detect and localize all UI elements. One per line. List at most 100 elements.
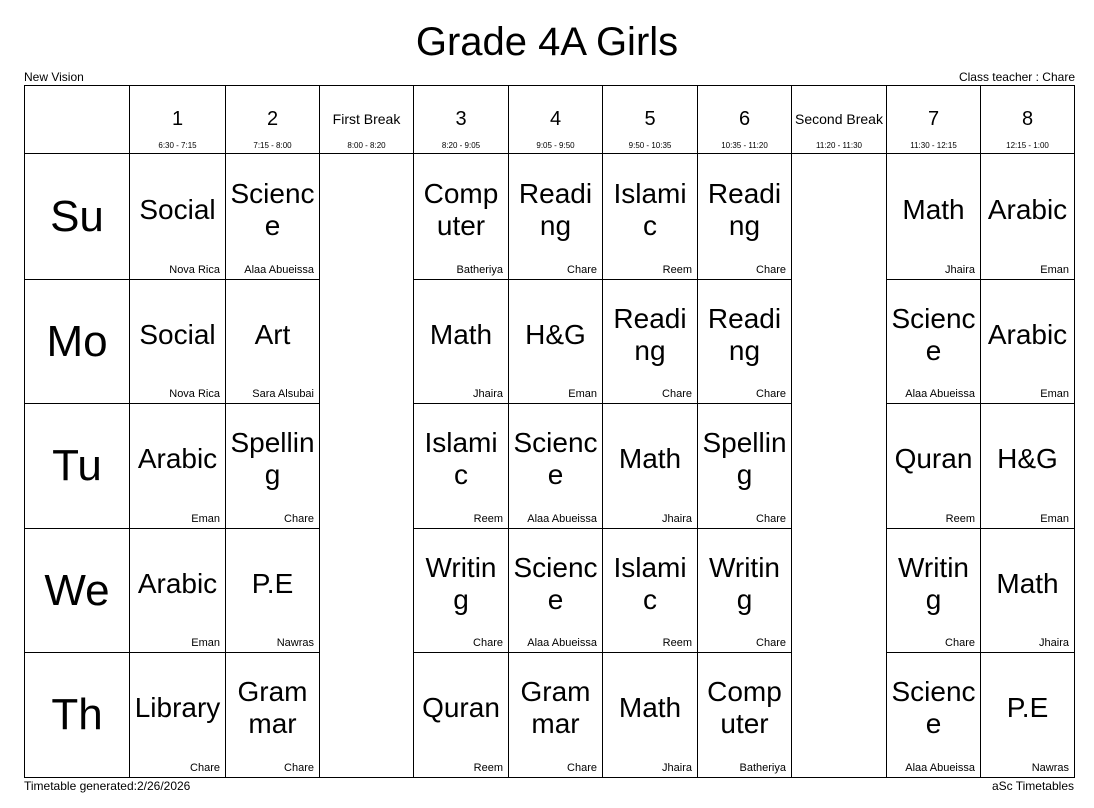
lesson-cell: H&G Eman — [981, 404, 1075, 529]
teacher: Sara Alsubai — [252, 388, 314, 400]
teacher: Nova Rica — [169, 264, 220, 276]
corner-cell — [25, 86, 130, 154]
column-header: Second Break 11:20 - 11:30 — [792, 86, 887, 154]
subject: Writing — [708, 551, 781, 615]
teacher: Nawras — [276, 637, 314, 649]
lesson-cell: Science Alaa Abueissa — [887, 653, 981, 778]
day-label: Th — [25, 653, 130, 778]
lesson-cell: Arabic Eman — [981, 154, 1075, 280]
subject: Reading — [518, 177, 593, 241]
lesson-cell: Spelling Chare — [226, 404, 320, 529]
column-label: 5 — [644, 108, 656, 130]
lesson-cell: Math Jhaira — [414, 280, 509, 404]
column-label: 2 — [266, 108, 279, 130]
lesson-cell: Quran Reem — [887, 404, 981, 529]
column-time: 11:20 - 11:30 — [816, 141, 862, 150]
lesson-cell: Science Alaa Abueissa — [226, 154, 320, 280]
lesson-cell: Writing Chare — [698, 529, 792, 653]
subject: Quran — [894, 443, 973, 474]
column-header: 6 10:35 - 11:20 — [698, 86, 792, 154]
subject: Arabic — [987, 193, 1068, 225]
lesson-cell: Science Alaa Abueissa — [509, 404, 603, 529]
teacher: Eman — [191, 513, 220, 525]
lesson-cell: Quran Reem — [414, 653, 509, 778]
lesson-cell: P.E Nawras — [226, 529, 320, 653]
teacher: Eman — [1040, 513, 1069, 525]
teacher: Chare — [756, 264, 786, 276]
column-time: 9:50 - 10:35 — [628, 141, 672, 150]
teacher: Eman — [1040, 388, 1069, 400]
day-label: Tu — [25, 404, 130, 529]
subject: Reading — [707, 302, 782, 366]
generated: Timetable generated:2/26/2026 — [24, 779, 191, 793]
subject: Math — [429, 318, 493, 350]
teacher: Batheriya — [739, 762, 786, 774]
lesson-cell: Writing Chare — [887, 529, 981, 653]
teacher: Alaa Abueissa — [244, 264, 314, 276]
teacher: Reem — [945, 513, 975, 525]
subject: Grammar — [237, 676, 308, 739]
timetable: 1 6:30 - 7:15 2 7:15 - 8:00 First Break 8:00 … — [24, 85, 1075, 778]
column-time: 8:20 - 9:05 — [441, 141, 481, 150]
column-label: 4 — [549, 108, 562, 130]
column-time: 7:15 - 8:00 — [253, 141, 292, 150]
column-header: 7 11:30 - 12:15 — [887, 86, 981, 154]
column-time: 8:00 - 8:20 — [347, 141, 386, 150]
teacher: Reem — [473, 513, 503, 525]
day-label: Su — [25, 154, 130, 280]
subject: Science — [891, 676, 976, 739]
subject: Art — [254, 318, 291, 350]
teacher: Jhaira — [662, 513, 692, 525]
teacher: Nova Rica — [169, 388, 220, 400]
column-label: 8 — [1021, 108, 1034, 130]
subject: Computer — [423, 177, 499, 241]
software: aSc Timetables — [991, 779, 1074, 793]
class-teacher: Class teacher : Chare — [958, 70, 1075, 84]
lesson-cell: Math Jhaira — [603, 404, 698, 529]
subject: Arabic — [137, 443, 218, 474]
lesson-cell: Science Alaa Abueissa — [509, 529, 603, 653]
subject: Science — [230, 177, 315, 241]
teacher: Chare — [473, 637, 503, 649]
school: New Vision — [24, 70, 84, 84]
lesson-cell: Writing Chare — [414, 529, 509, 653]
teacher: Nawras — [1031, 762, 1069, 774]
subject: Social — [139, 318, 216, 350]
teacher: Reem — [662, 637, 692, 649]
column-label: First Break — [332, 111, 401, 127]
lesson-cell: Grammar Chare — [226, 653, 320, 778]
teacher: Jhaira — [945, 264, 975, 276]
teacher: Reem — [662, 264, 692, 276]
column-header: 5 9:50 - 10:35 — [603, 86, 698, 154]
lesson-cell: Arabic Eman — [981, 280, 1075, 404]
subject: Math — [902, 193, 965, 225]
teacher: Chare — [756, 513, 786, 525]
lesson-cell: Art Sara Alsubai — [226, 280, 320, 404]
lesson-cell: Computer Batheriya — [698, 653, 792, 778]
teacher: Eman — [191, 637, 220, 649]
break-column — [320, 154, 414, 778]
teacher: Chare — [945, 637, 975, 649]
column-label: 7 — [927, 108, 940, 130]
subject: Reading — [707, 177, 782, 241]
lesson-cell: Islamic Reem — [603, 529, 698, 653]
subject: H&G — [525, 318, 586, 350]
teacher: Alaa Abueissa — [905, 762, 975, 774]
teacher: Chare — [567, 264, 597, 276]
lesson-cell: Islamic Reem — [414, 404, 509, 529]
column-header: 8 12:15 - 1:00 — [981, 86, 1075, 154]
lesson-cell: Grammar Chare — [509, 653, 603, 778]
lesson-cell: Arabic Eman — [130, 404, 226, 529]
subject: Computer — [707, 676, 782, 739]
lesson-cell: Computer Batheriya — [414, 154, 509, 280]
teacher: Alaa Abueissa — [905, 388, 975, 400]
teacher: Jhaira — [1039, 637, 1069, 649]
column-time: 10:35 - 11:20 — [721, 141, 768, 150]
subject: P.E — [1006, 692, 1049, 723]
subject: Islamic — [613, 177, 687, 241]
lesson-cell: Social Nova Rica — [130, 154, 226, 280]
teacher: Eman — [1040, 264, 1069, 276]
lesson-cell: P.E Nawras — [981, 653, 1075, 778]
column-label: Second Break — [795, 111, 883, 127]
